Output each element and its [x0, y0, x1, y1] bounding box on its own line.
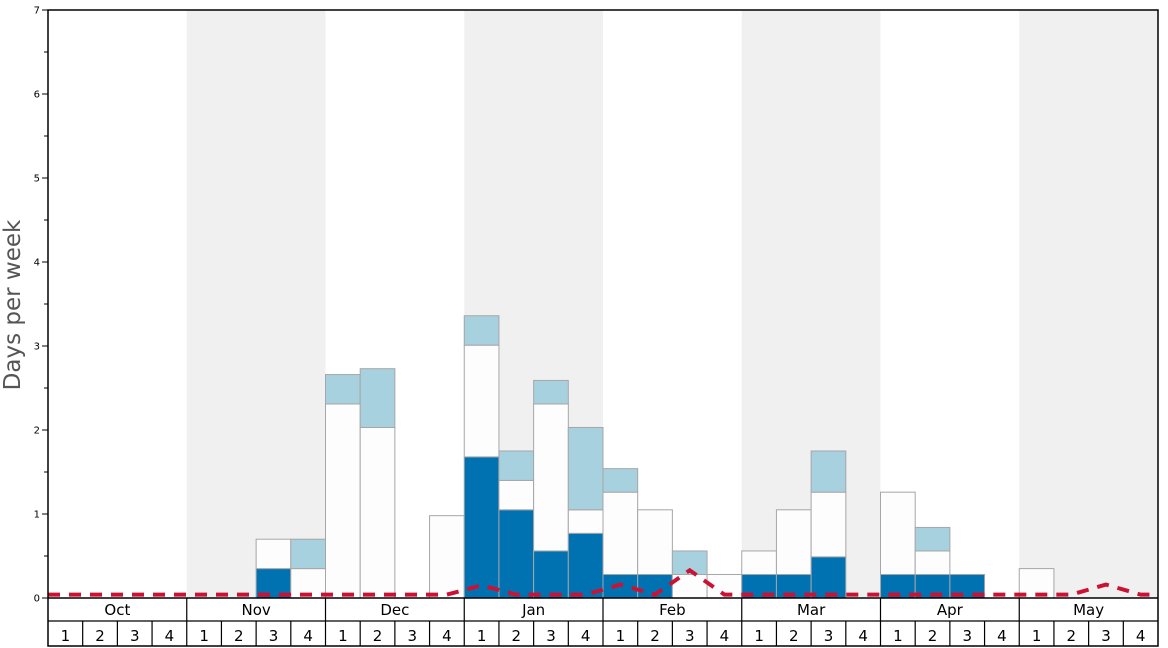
week-label: 2: [928, 627, 938, 645]
bar-light-18: [671, 550, 708, 575]
bar-white-20: [741, 550, 777, 575]
week-label: 3: [407, 627, 417, 645]
bar-white-13: [498, 479, 535, 511]
y-tick-label: 7: [34, 6, 40, 17]
bar-light-25: [914, 526, 951, 552]
y-tick-label: 3: [34, 342, 40, 353]
week-label: 4: [581, 627, 591, 645]
bar-white-11: [429, 515, 465, 599]
week-label: 1: [338, 627, 348, 645]
month-label-oct: Oct: [104, 601, 130, 619]
y-tick-label: 2: [34, 426, 40, 437]
week-label: 3: [546, 627, 556, 645]
week-label: 4: [165, 627, 175, 645]
month-band-may: [1019, 10, 1158, 598]
week-label: 4: [442, 627, 452, 645]
month-label-nov: Nov: [241, 601, 270, 619]
y-tick-label: 5: [34, 174, 40, 185]
week-label: 3: [269, 627, 279, 645]
week-label: 4: [303, 627, 313, 645]
y-tick-label: 6: [34, 90, 40, 101]
bar-white-6: [255, 538, 292, 570]
y-tick-label: 1: [34, 510, 40, 521]
plot-frame: [47, 9, 1159, 647]
bar-white-15: [567, 509, 604, 534]
bar-white-8: [325, 403, 361, 599]
bar-white-9: [359, 426, 396, 599]
bar-dark-15: [567, 532, 604, 599]
x-axis: Oct 1 2 3 4 Nov 1 2 3 4 Dec 1 2 3 4 Jan 1 2 3 4 Feb 1 2 3 4 Mar 1 2…: [61, 601, 1146, 645]
month-label-dec: Dec: [380, 601, 409, 619]
week-label: 3: [962, 627, 972, 645]
bar-white-12: [463, 344, 500, 458]
month-label-feb: Feb: [659, 601, 686, 619]
week-label: 2: [789, 627, 799, 645]
month-label-mar: Mar: [797, 601, 826, 619]
bar-light-9: [359, 368, 396, 428]
week-label: 2: [234, 627, 244, 645]
bar-dark-13: [498, 509, 535, 599]
month-label-apr: Apr: [937, 601, 964, 619]
week-label: 4: [720, 627, 730, 645]
bar-white-14: [533, 403, 569, 552]
week-label: 1: [61, 627, 71, 645]
week-label: 4: [1136, 627, 1146, 645]
bar-white-17: [637, 509, 673, 575]
week-label: 4: [858, 627, 868, 645]
bar-light-12: [463, 315, 500, 346]
bar-light-8: [325, 374, 361, 405]
week-label: 2: [373, 627, 383, 645]
y-tick-label: 0: [34, 594, 40, 605]
week-label: 3: [130, 627, 140, 645]
week-label: 2: [512, 627, 522, 645]
y-axis: 0 1 2 3 4 5 6 7: [34, 6, 48, 605]
y-axis-label: Days per week: [0, 219, 26, 390]
bar-dark-14: [533, 550, 569, 599]
month-bands: [186, 10, 1158, 598]
bar-light-14: [533, 379, 569, 405]
week-label: 2: [650, 627, 660, 645]
bar-light-22: [810, 450, 847, 493]
month-band-nov: [186, 10, 326, 598]
bar-white-22: [810, 491, 847, 558]
month-label-jan: Jan: [521, 601, 545, 619]
bar-white-24: [880, 491, 916, 575]
bar-white-16: [602, 491, 639, 575]
week-label: 3: [824, 627, 834, 645]
bar-light-13: [498, 450, 535, 481]
week-label: 3: [685, 627, 695, 645]
week-label: 1: [893, 627, 903, 645]
week-label: 2: [1067, 627, 1077, 645]
bar-light-7: [290, 538, 326, 570]
y-tick-label: 4: [34, 258, 40, 269]
bar-dark-22: [810, 556, 847, 599]
bar-white-21: [775, 509, 812, 575]
bar-white-25: [914, 550, 951, 575]
week-label: 1: [199, 627, 209, 645]
week-label: 4: [997, 627, 1007, 645]
bars: [255, 315, 1055, 599]
week-label: 1: [616, 627, 626, 645]
week-label: 1: [754, 627, 764, 645]
week-label: 3: [1101, 627, 1111, 645]
bar-dark-12: [463, 456, 500, 599]
bar-light-16: [602, 468, 639, 493]
dashed-line-layer: [48, 567, 1158, 597]
week-label: 1: [477, 627, 487, 645]
week-label: 1: [1032, 627, 1042, 645]
month-label-may: May: [1073, 601, 1104, 619]
bar-light-15: [567, 426, 604, 511]
dashed-line: [48, 567, 1158, 597]
week-label: 2: [95, 627, 105, 645]
